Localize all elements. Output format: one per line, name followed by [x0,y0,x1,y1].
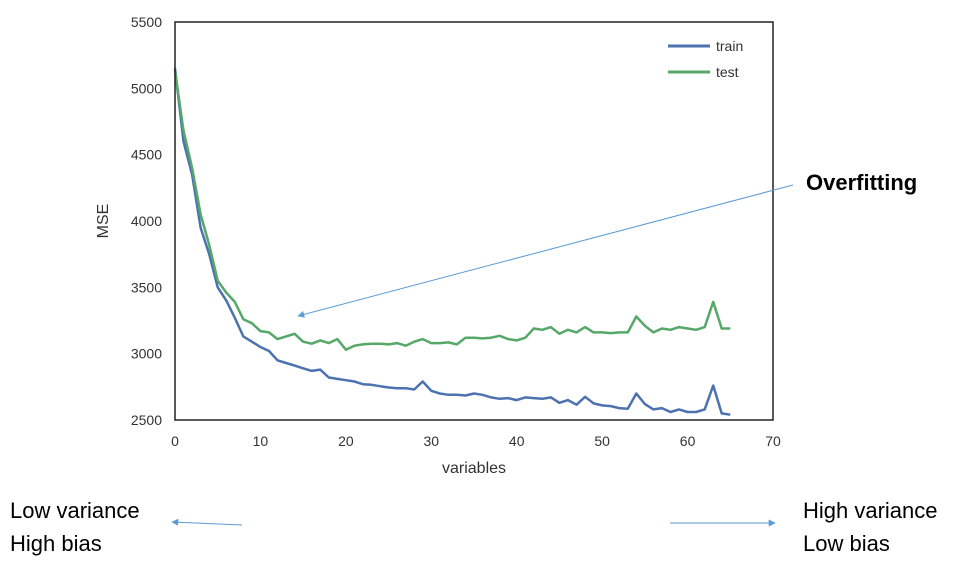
legend: train test [668,38,743,80]
y-tick-label: 5500 [131,14,162,30]
y-tick-label: 4500 [131,147,162,163]
x-tick-label: 10 [253,433,269,449]
x-tick-label: 50 [594,433,610,449]
overfitting-arrow [297,184,794,318]
legend-label-train: train [716,38,743,54]
y-tick-label: 2500 [131,412,162,428]
x-tick-label: 70 [765,433,781,449]
legend-label-test: test [716,64,739,80]
x-tick-label: 0 [171,433,179,449]
right-annotation-line2: Low bias [803,531,890,556]
series-layer [173,68,731,416]
left-annotation-line1: Low variance [10,498,140,523]
x-axis-label: variables [442,460,506,477]
left-arrow [171,518,243,526]
y-tick-label: 3500 [131,279,162,295]
x-tick-label: 30 [423,433,439,449]
left-annotation-line2: High bias [10,531,102,556]
y-tick-label: 5000 [131,80,162,96]
series-line-test [173,70,731,351]
x-tick-label: 60 [680,433,696,449]
y-tick-label: 3000 [131,346,162,362]
y-tick-label: 4000 [131,213,162,229]
plot-frame [174,21,774,421]
x-tick-label: 20 [338,433,354,449]
series-line-train [173,68,731,416]
y-axis-label: MSE [95,204,112,239]
overfitting-label: Overfitting [806,170,917,195]
tick-layer: 0 10 20 30 40 50 60 70 2500 3000 3500 4000 4500 5000 5… [131,14,781,449]
right-annotation-line1: High variance [803,498,938,523]
x-tick-label: 40 [509,433,525,449]
